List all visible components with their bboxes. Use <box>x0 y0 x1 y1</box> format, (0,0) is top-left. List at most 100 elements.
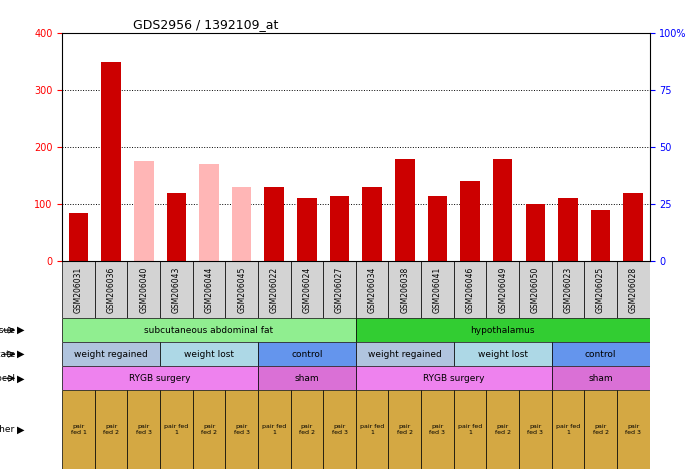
Text: hypothalamus: hypothalamus <box>471 326 535 335</box>
Bar <box>68 213 88 261</box>
Text: disease state: disease state <box>0 350 15 359</box>
Bar <box>454 391 486 469</box>
Text: GSM206046: GSM206046 <box>466 266 475 313</box>
Text: GSM206022: GSM206022 <box>269 266 278 313</box>
Text: pair
fed 3: pair fed 3 <box>332 424 348 435</box>
Text: GSM206040: GSM206040 <box>140 266 149 313</box>
Bar <box>297 199 316 261</box>
Bar <box>388 261 421 318</box>
Bar <box>585 391 617 469</box>
Text: pair
fed 3: pair fed 3 <box>234 424 249 435</box>
Text: ▶: ▶ <box>17 374 24 383</box>
Bar <box>356 342 454 366</box>
Bar <box>199 164 219 261</box>
Text: RYGB surgery: RYGB surgery <box>423 374 484 383</box>
Bar <box>323 261 356 318</box>
Text: weight lost: weight lost <box>477 350 528 359</box>
Text: pair
fed 3: pair fed 3 <box>527 424 543 435</box>
Text: pair fed
1: pair fed 1 <box>164 424 189 435</box>
Text: control: control <box>291 350 323 359</box>
Bar <box>193 391 225 469</box>
Text: GSM206041: GSM206041 <box>433 266 442 313</box>
Bar <box>102 62 121 261</box>
Bar <box>551 366 650 391</box>
Bar <box>585 261 617 318</box>
Bar <box>356 261 388 318</box>
Text: GSM206028: GSM206028 <box>629 266 638 313</box>
Bar <box>62 366 258 391</box>
Text: ▶: ▶ <box>17 325 24 335</box>
Text: GSM206044: GSM206044 <box>205 266 214 313</box>
Bar <box>558 199 578 261</box>
Text: GSM206025: GSM206025 <box>596 266 605 313</box>
Bar <box>291 261 323 318</box>
Bar <box>232 187 252 261</box>
Bar <box>62 318 356 342</box>
Text: GSM206031: GSM206031 <box>74 266 83 313</box>
Text: GSM206023: GSM206023 <box>563 266 572 313</box>
Bar <box>330 196 350 261</box>
Bar <box>551 342 650 366</box>
Text: pair fed
1: pair fed 1 <box>262 424 286 435</box>
Text: sham: sham <box>588 374 613 383</box>
Bar <box>193 261 225 318</box>
Bar <box>258 366 356 391</box>
Bar <box>356 366 551 391</box>
Bar <box>167 193 186 261</box>
Text: subcutaneous abdominal fat: subcutaneous abdominal fat <box>144 326 274 335</box>
Text: pair
fed 3: pair fed 3 <box>429 424 446 435</box>
Bar <box>519 261 551 318</box>
Text: control: control <box>585 350 616 359</box>
Bar <box>258 342 356 366</box>
Bar <box>127 261 160 318</box>
Bar <box>258 391 291 469</box>
Text: weight regained: weight regained <box>368 350 442 359</box>
Bar <box>454 261 486 318</box>
Bar <box>323 391 356 469</box>
Text: protocol: protocol <box>0 374 15 383</box>
Text: GSM206050: GSM206050 <box>531 266 540 313</box>
Bar <box>493 158 513 261</box>
Text: other: other <box>0 425 15 434</box>
Bar <box>526 204 545 261</box>
Bar <box>62 342 160 366</box>
Text: GSM206024: GSM206024 <box>303 266 312 313</box>
Bar <box>225 261 258 318</box>
Bar <box>623 193 643 261</box>
Bar <box>388 391 421 469</box>
Text: pair
fed 2: pair fed 2 <box>593 424 609 435</box>
Text: tissue: tissue <box>0 326 15 335</box>
Text: pair fed
1: pair fed 1 <box>556 424 580 435</box>
Text: ▶: ▶ <box>17 425 24 435</box>
Bar <box>265 187 284 261</box>
Text: pair
fed 2: pair fed 2 <box>299 424 315 435</box>
Bar <box>551 261 585 318</box>
Text: pair fed
1: pair fed 1 <box>360 424 384 435</box>
Text: pair
fed 2: pair fed 2 <box>103 424 119 435</box>
Bar <box>160 342 258 366</box>
Bar <box>258 261 291 318</box>
Text: pair
fed 3: pair fed 3 <box>135 424 152 435</box>
Text: RYGB surgery: RYGB surgery <box>129 374 191 383</box>
Text: sham: sham <box>294 374 319 383</box>
Bar <box>454 342 551 366</box>
Bar <box>160 391 193 469</box>
Text: ▶: ▶ <box>17 349 24 359</box>
Text: pair fed
1: pair fed 1 <box>458 424 482 435</box>
Bar <box>95 261 127 318</box>
Text: weight lost: weight lost <box>184 350 234 359</box>
Bar <box>362 187 382 261</box>
Text: GSM206045: GSM206045 <box>237 266 246 313</box>
Bar <box>591 210 610 261</box>
Bar <box>127 391 160 469</box>
Text: GSM206027: GSM206027 <box>335 266 344 313</box>
Bar <box>95 391 127 469</box>
Bar <box>617 261 650 318</box>
Text: weight regained: weight regained <box>74 350 148 359</box>
Bar <box>225 391 258 469</box>
Bar <box>421 261 454 318</box>
Text: pair
fed 2: pair fed 2 <box>397 424 413 435</box>
Bar <box>395 158 415 261</box>
Text: GSM206034: GSM206034 <box>368 266 377 313</box>
Bar <box>428 196 447 261</box>
